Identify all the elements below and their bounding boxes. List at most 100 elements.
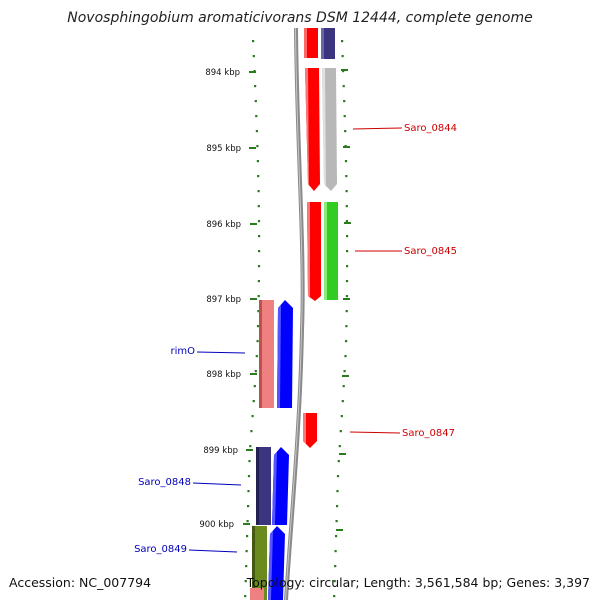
minor-tick <box>252 400 255 403</box>
minor-tick <box>251 415 254 418</box>
gene-red-saro-0847 <box>303 413 317 448</box>
gene-label-saro-0845[interactable]: Saro_0845 <box>404 246 457 257</box>
kbp-label-895: 895 kbp <box>206 144 241 154</box>
kbp-tick-898: 898 kbp <box>206 370 257 380</box>
gene-label-rimO[interactable]: rimO <box>170 346 195 357</box>
minor-tick <box>245 565 248 568</box>
minor-tick <box>254 85 257 88</box>
minor-tick <box>257 175 260 178</box>
minor-tick <box>336 505 339 508</box>
minor-tick <box>338 445 341 448</box>
gene-gray-saro-0844 <box>322 68 337 191</box>
minor-tick <box>344 130 347 133</box>
minor-tick <box>244 595 247 598</box>
minor-tick <box>249 445 252 448</box>
right-major-ticks <box>336 69 351 531</box>
minor-tick <box>255 355 258 358</box>
minor-tick <box>345 340 348 343</box>
minor-tick <box>343 100 346 103</box>
minor-tick <box>333 580 336 583</box>
minor-tick <box>257 190 260 193</box>
minor-tick <box>341 55 344 58</box>
kbp-label-897: 897 kbp <box>206 295 241 305</box>
minor-tick <box>257 310 260 313</box>
gene-blue-rimO <box>277 300 293 408</box>
minor-tick <box>336 490 339 493</box>
kbp-tick-899: 899 kbp <box>203 446 253 456</box>
minor-tick <box>341 400 344 403</box>
gene-olive-saro-0849 <box>252 526 267 600</box>
minor-tick <box>246 535 249 538</box>
minor-tick <box>346 250 349 253</box>
gene-navy-saro-0848 <box>256 447 271 525</box>
minor-tick <box>257 220 261 223</box>
minor-tick <box>342 70 345 73</box>
minor-tick <box>255 130 258 133</box>
gene-label-saro-0844[interactable]: Saro_0844 <box>404 123 457 134</box>
minor-tick <box>257 280 260 283</box>
minor-tick <box>346 265 349 268</box>
minor-tick <box>257 295 260 298</box>
kbp-tick-895: 895 kbp <box>206 144 256 154</box>
minor-tick <box>345 190 348 193</box>
minor-tick <box>346 235 349 238</box>
minor-tick <box>345 310 348 313</box>
gene-label-saro-0847[interactable]: Saro_0847 <box>402 428 455 439</box>
minor-tick <box>245 550 248 553</box>
gene-green-saro-0845 <box>324 202 338 300</box>
gene-pink-rimO <box>259 300 274 408</box>
minor-tick <box>344 355 347 358</box>
minor-tick <box>256 325 260 328</box>
kbp-label-894: 894 kbp <box>205 68 240 78</box>
kbp-tick-900: 900 kbp <box>199 520 250 530</box>
minor-tick <box>254 100 257 103</box>
left-tick-ring <box>244 40 261 598</box>
minor-tick <box>247 490 250 493</box>
minor-tick <box>244 580 247 583</box>
minor-tick <box>337 460 340 463</box>
kbp-label-898: 898 kbp <box>206 370 241 380</box>
kbp-tick-897: 897 kbp <box>206 295 257 305</box>
minor-tick <box>247 475 251 478</box>
minor-tick <box>342 385 345 388</box>
minor-tick <box>257 205 260 208</box>
gene-label-saro-0848[interactable]: Saro_0848 <box>138 477 191 488</box>
minor-tick <box>345 175 348 178</box>
callout-lines <box>188 127 403 553</box>
kbp-label-900: 900 kbp <box>199 520 234 530</box>
minor-tick <box>247 505 250 508</box>
kbp-tick-894: 894 kbp <box>205 68 256 78</box>
minor-tick <box>341 40 344 43</box>
kbp-label-896: 896 kbp <box>206 220 241 230</box>
minor-tick <box>334 565 337 568</box>
minor-tick <box>252 40 255 43</box>
gene-red-saro-0845 <box>307 202 321 301</box>
minor-tick <box>343 115 346 118</box>
minor-tick <box>345 280 349 283</box>
minor-tick <box>344 160 348 163</box>
genome-backbone-highlight <box>285 27 303 601</box>
minor-tick <box>254 370 257 373</box>
kbp-label-899: 899 kbp <box>203 446 238 456</box>
minor-tick <box>258 250 261 253</box>
minor-tick <box>345 325 348 328</box>
minor-tick <box>257 265 261 268</box>
minor-tick <box>258 235 261 238</box>
minor-tick <box>253 385 256 388</box>
kbp-tick-896: 896 kbp <box>206 220 257 230</box>
gene-label-saro-0849[interactable]: Saro_0849 <box>134 544 187 555</box>
minor-tick <box>246 520 249 523</box>
minor-tick <box>333 595 336 598</box>
genome-summary-text: Topology: circular; Length: 3,561,584 bp… <box>246 575 590 590</box>
minor-tick <box>335 520 338 523</box>
right-tick-ring <box>333 40 349 598</box>
minor-tick <box>256 340 259 343</box>
minor-tick <box>343 370 346 373</box>
minor-tick <box>342 85 345 88</box>
minor-tick <box>345 205 348 208</box>
gene-blue-saro-0848 <box>272 447 289 525</box>
genome-title: Novosphingobium aromaticivorans DSM 1244… <box>67 10 533 26</box>
minor-tick <box>255 115 258 118</box>
